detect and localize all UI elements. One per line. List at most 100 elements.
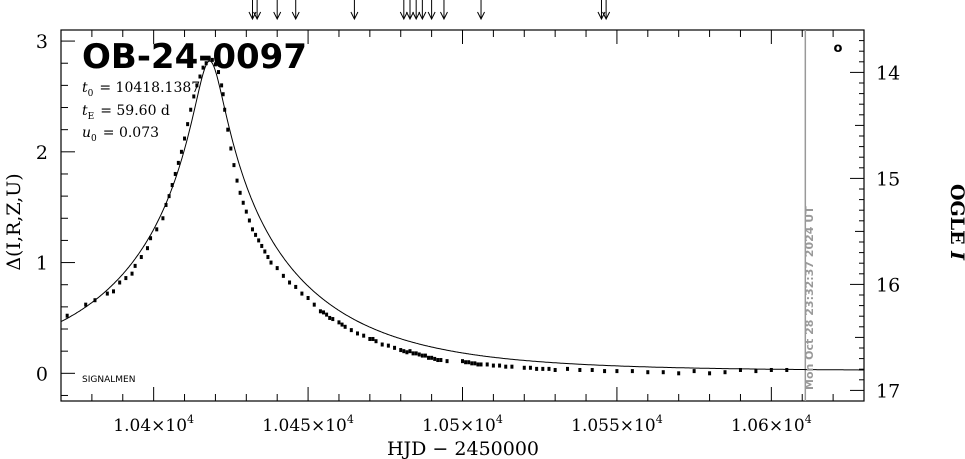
data-point bbox=[139, 255, 143, 260]
data-point bbox=[130, 271, 134, 276]
arrow-head bbox=[350, 11, 359, 21]
y-tick-label: 3 bbox=[36, 31, 48, 53]
data-point bbox=[179, 149, 183, 154]
x-axis-label: HJD − 2450000 bbox=[387, 438, 539, 459]
param-t0: t0 = 10418.1387 bbox=[82, 80, 200, 99]
data-point bbox=[405, 350, 409, 355]
data-point bbox=[436, 358, 440, 363]
data-point bbox=[250, 227, 254, 232]
data-point bbox=[340, 322, 344, 327]
data-point bbox=[504, 364, 508, 369]
data-point bbox=[198, 74, 202, 79]
data-points bbox=[65, 56, 789, 376]
data-point bbox=[445, 359, 449, 364]
data-point bbox=[235, 178, 239, 183]
data-point bbox=[189, 107, 193, 112]
data-point bbox=[399, 348, 403, 353]
x-axis-ticks: 1.04×104 1.045×104 1.05×104 1.055×104 1.06×1… bbox=[60, 30, 865, 436]
data-point bbox=[785, 367, 789, 372]
data-point bbox=[590, 367, 594, 372]
data-point bbox=[325, 312, 329, 317]
data-point bbox=[244, 209, 248, 214]
y-tick-label: 2 bbox=[36, 142, 48, 164]
data-point bbox=[183, 136, 187, 141]
arrow-head bbox=[477, 11, 485, 21]
y-axis-label: Δ(I,R,Z,U) bbox=[3, 173, 25, 270]
data-point bbox=[461, 359, 464, 364]
data-point bbox=[420, 353, 424, 358]
data-point bbox=[204, 61, 208, 66]
data-point bbox=[241, 200, 245, 205]
data-point bbox=[578, 367, 582, 372]
data-point bbox=[294, 284, 298, 289]
data-point bbox=[322, 310, 326, 315]
data-point bbox=[213, 62, 217, 67]
data-point bbox=[210, 57, 214, 62]
data-point bbox=[708, 371, 712, 376]
data-point bbox=[411, 351, 415, 356]
data-point bbox=[195, 83, 199, 88]
data-point bbox=[464, 360, 468, 365]
param-u0: u0 = 0.073 bbox=[82, 125, 159, 144]
data-point bbox=[402, 349, 406, 354]
data-point bbox=[630, 369, 634, 374]
data-point bbox=[238, 190, 242, 195]
data-point bbox=[393, 345, 397, 350]
data-point bbox=[603, 369, 607, 374]
data-point bbox=[133, 263, 137, 268]
data-point bbox=[186, 122, 190, 127]
data-point bbox=[306, 296, 310, 301]
x-tick-label: 1.045×104 bbox=[262, 413, 354, 436]
data-point bbox=[547, 366, 551, 371]
data-point bbox=[337, 320, 341, 325]
data-point bbox=[414, 351, 418, 356]
data-point bbox=[118, 280, 122, 285]
data-point bbox=[476, 362, 480, 367]
data-point bbox=[164, 202, 168, 207]
data-point bbox=[491, 363, 495, 368]
arrow-head bbox=[440, 11, 448, 21]
param-tE: tE = 59.60 d bbox=[82, 103, 170, 122]
data-point bbox=[433, 356, 437, 361]
data-point bbox=[615, 369, 619, 374]
data-point bbox=[510, 364, 514, 369]
chart-title: OB-24-0097 bbox=[82, 37, 307, 77]
arrow-head bbox=[273, 11, 282, 21]
data-point bbox=[769, 367, 773, 372]
data-point bbox=[479, 362, 483, 367]
data-point bbox=[368, 336, 372, 341]
data-point bbox=[201, 65, 205, 70]
data-point bbox=[423, 353, 427, 358]
data-point bbox=[112, 289, 116, 294]
x-tick-label: 1.06×104 bbox=[731, 413, 812, 436]
arrow-markers bbox=[248, 0, 611, 21]
data-point bbox=[528, 365, 532, 370]
data-point bbox=[522, 365, 526, 370]
data-point bbox=[281, 273, 285, 278]
model-line bbox=[60, 60, 864, 371]
arrow-head bbox=[418, 11, 427, 21]
data-point bbox=[170, 183, 174, 188]
data-point bbox=[266, 255, 270, 260]
data-point bbox=[124, 276, 128, 281]
data-point bbox=[207, 56, 211, 61]
data-point bbox=[535, 366, 539, 371]
data-point bbox=[105, 291, 109, 296]
data-point bbox=[473, 361, 477, 366]
arrow-head bbox=[427, 11, 436, 21]
data-point bbox=[677, 371, 681, 376]
y-tick-label: 1 bbox=[36, 253, 48, 275]
data-point bbox=[692, 369, 696, 374]
data-point bbox=[269, 260, 273, 265]
data-point bbox=[467, 360, 471, 365]
data-point bbox=[427, 355, 431, 360]
data-point bbox=[221, 92, 225, 97]
data-point bbox=[386, 343, 390, 348]
data-point bbox=[167, 194, 171, 199]
data-point bbox=[145, 246, 149, 251]
data-point bbox=[263, 249, 267, 254]
y2-tick-label: 14 bbox=[876, 62, 900, 84]
data-point bbox=[408, 349, 412, 354]
data-point bbox=[439, 358, 443, 363]
